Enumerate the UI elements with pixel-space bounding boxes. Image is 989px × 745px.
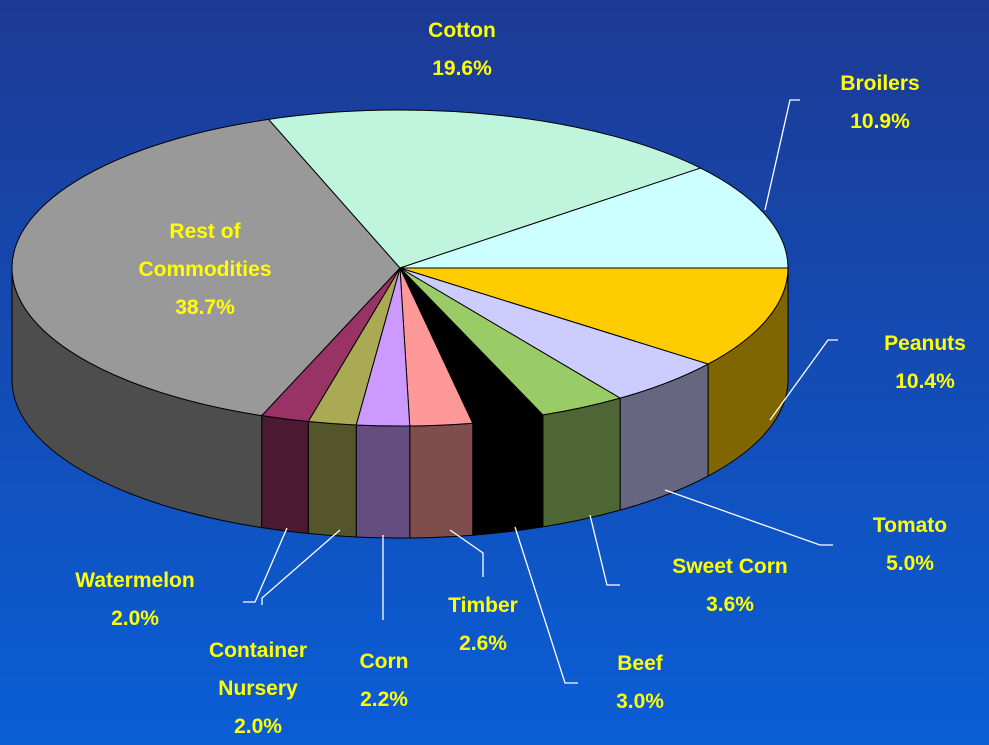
slice-label: Corn 2.2% [284, 643, 484, 719]
category-name: Cotton [428, 19, 496, 42]
category-name: Sweet Corn [672, 555, 788, 578]
pie-slice [267, 109, 702, 269]
category-name: Tomato [872, 514, 948, 537]
slice-label: Tomato 5.0% [810, 507, 989, 583]
leader-line [514, 526, 578, 684]
category-name: Watermelon [75, 569, 195, 592]
value-label: 2.6% [459, 632, 507, 655]
category-name: Peanuts [884, 332, 966, 355]
slice-label: Peanuts 10.4% [825, 325, 989, 401]
value-label: 2.0% [234, 715, 282, 738]
pie-slice [11, 118, 401, 417]
pie-slice-side [542, 397, 621, 528]
category-name: Corn [359, 650, 409, 673]
slice-label: Timber 2.6% [383, 587, 583, 663]
leader-line [769, 339, 838, 421]
pie-slice-side [355, 424, 411, 539]
category-name: Rest of Commodities [138, 220, 272, 281]
slice-label: Sweet Corn 3.6% [630, 548, 830, 624]
leader-line [449, 529, 484, 577]
leader-line [764, 99, 800, 211]
pie-slice-side [409, 422, 474, 539]
leader-line [243, 527, 288, 603]
slice-label: Container Nursery 2.0% [188, 632, 328, 745]
leader-line [664, 489, 833, 546]
pie-slice [399, 167, 789, 269]
category-name: Container Nursery [208, 639, 307, 700]
value-label: 10.9% [850, 110, 910, 133]
value-label: 3.0% [616, 690, 664, 713]
pie-slice-side [307, 420, 357, 538]
leader-line [589, 514, 620, 586]
pie-sides [11, 267, 789, 539]
category-name: Broilers [840, 72, 920, 95]
pie-slice-side [261, 415, 309, 535]
pie-top [11, 109, 789, 427]
slice-label: Watermelon 2.0% [35, 562, 235, 638]
value-label: 2.2% [360, 688, 408, 711]
leader-line [261, 529, 341, 605]
value-label: 3.6% [706, 593, 754, 616]
category-name: Timber [448, 594, 518, 617]
value-label: 19.6% [432, 57, 492, 80]
value-label: 2.0% [111, 607, 159, 630]
pie-slice-side [472, 414, 544, 536]
slice-label: Rest of Commodities 38.7% [130, 213, 280, 327]
category-name: Beef [617, 652, 663, 675]
pie-slice [399, 267, 789, 365]
slice-label: Broilers 10.9% [780, 65, 980, 141]
slice-label: Beef 3.0% [540, 645, 740, 721]
slice-label: Cotton 19.6% [362, 12, 562, 88]
value-label: 38.7% [175, 296, 235, 319]
value-label: 5.0% [886, 552, 934, 575]
leader-lines [243, 99, 838, 684]
value-label: 10.4% [895, 370, 955, 393]
